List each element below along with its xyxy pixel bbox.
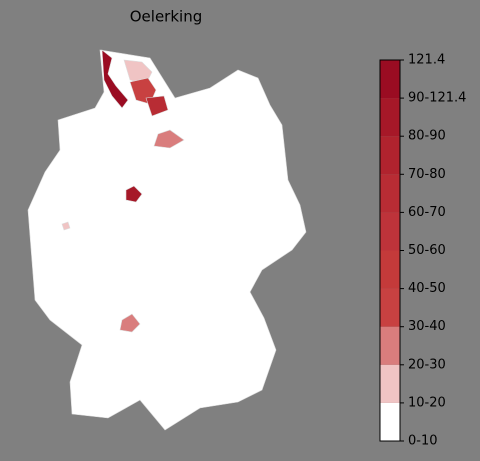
colorbar-label: 50-60 — [408, 243, 446, 258]
region — [153, 129, 185, 149]
colorbar: 0-10 10-20 20-30 30-40 40-50 50-60 60-70 70-80 8… — [379, 53, 466, 449]
colorbar-segment — [380, 174, 400, 213]
region — [145, 95, 169, 117]
colorbar-label: 70-80 — [408, 167, 446, 182]
colorbar-label: 90-121.4 — [408, 91, 466, 106]
colorbar-label: 30-40 — [408, 319, 446, 334]
region — [123, 59, 153, 85]
region — [101, 49, 129, 109]
colorbar-label: 121.4 — [408, 53, 445, 68]
germany-map — [27, 49, 307, 431]
colorbar-label: 10-20 — [408, 395, 446, 410]
colorbar-segment — [380, 98, 400, 137]
region — [61, 221, 71, 231]
region — [125, 185, 143, 203]
colorbar-segment — [380, 60, 400, 99]
colorbar-label: 60-70 — [408, 205, 446, 220]
colorbar-segment — [380, 212, 400, 251]
colorbar-label: 0-10 — [408, 434, 438, 449]
colorbar-segment — [380, 364, 400, 403]
colorbar-label: 20-30 — [408, 357, 446, 372]
map-title: Oelerking — [130, 8, 202, 26]
colorbar-label: 80-90 — [408, 129, 446, 144]
colorbar-label: 40-50 — [408, 281, 446, 296]
country-shape — [27, 49, 307, 431]
colorbar-segment — [380, 136, 400, 175]
colorbar-segment — [380, 326, 400, 365]
colorbar-segment — [380, 402, 400, 441]
colorbar-segment — [380, 250, 400, 289]
colorbar-segment — [380, 288, 400, 327]
region — [119, 313, 141, 333]
